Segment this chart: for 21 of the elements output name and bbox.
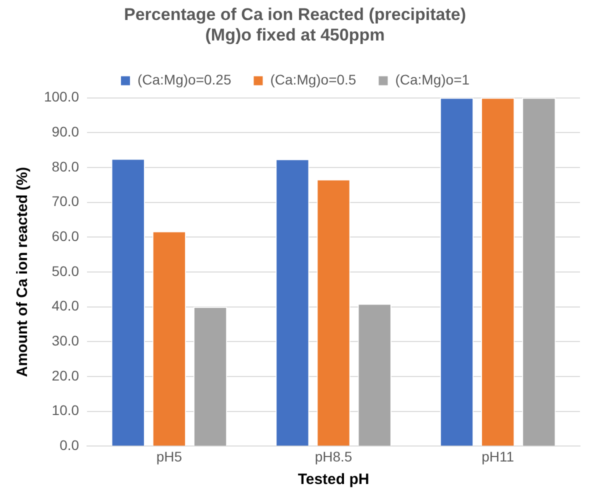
text: Percentage of Ca ion Reacted (precipitate): [124, 4, 466, 24]
y-tick-label: 0.0: [60, 437, 80, 454]
x-axis-title: Tested pH: [298, 471, 370, 488]
y-tick-label: 30.0: [52, 332, 80, 349]
legend-label: (Ca:Mg)o=0.5: [270, 72, 356, 88]
y-tick-label: 50.0: [52, 262, 80, 279]
legend-label: (Ca:Mg)o=0.25: [137, 72, 232, 88]
y-tick-label: 90.0: [52, 124, 80, 140]
y-tick-label: 40.0: [52, 298, 80, 314]
y-tick-label: 70.0: [52, 193, 80, 210]
y-tick-label: 10.0: [52, 402, 80, 418]
x-tick-label: pH11: [482, 448, 514, 464]
y-tick-label: 60.0: [52, 228, 80, 244]
x-tick-label: pH5: [156, 448, 182, 464]
x-tick-label: pH8.5: [314, 448, 352, 464]
y-tick-label: 100.0: [44, 88, 80, 105]
text: (Mg)o fixed at 450ppm: [205, 25, 385, 44]
y-tick-label: 20.0: [52, 367, 80, 384]
y-tick-label: 80.0: [52, 158, 80, 174]
legend-label: (Ca:Mg)o=1: [395, 72, 470, 88]
y-axis-title: Amount of Ca ion reacted (%): [14, 166, 32, 378]
